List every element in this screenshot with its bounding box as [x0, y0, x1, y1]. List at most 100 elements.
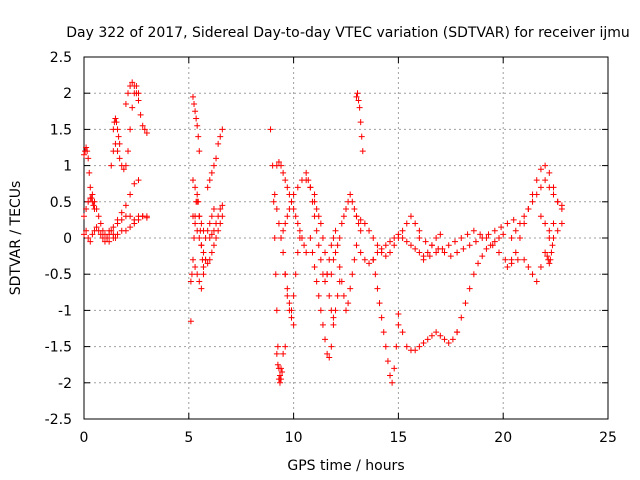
data-point	[129, 104, 136, 111]
data-point	[99, 227, 106, 234]
data-point	[311, 198, 318, 205]
data-point	[521, 213, 528, 220]
data-point	[548, 249, 555, 256]
data-point	[477, 231, 484, 238]
data-point	[200, 249, 207, 256]
data-point	[319, 235, 326, 241]
series-t16b	[420, 227, 521, 267]
data-point	[194, 271, 201, 278]
data-point	[273, 350, 280, 357]
data-point	[122, 202, 129, 209]
data-point	[334, 292, 341, 299]
axis-ticks	[83, 56, 609, 420]
y-tick-label: 2	[63, 86, 72, 102]
data-point	[451, 238, 458, 245]
data-point	[210, 162, 217, 169]
data-point	[206, 177, 213, 184]
data-point	[483, 235, 490, 241]
data-point	[550, 191, 557, 198]
data-point	[189, 213, 196, 220]
data-point	[189, 93, 196, 100]
data-point	[315, 292, 322, 299]
data-point	[330, 314, 337, 321]
data-point	[510, 216, 517, 223]
data-point	[439, 245, 446, 252]
data-point	[382, 343, 389, 350]
series-t5e	[192, 256, 209, 292]
data-point	[317, 220, 324, 227]
data-point	[83, 144, 90, 151]
data-point	[274, 343, 281, 350]
data-point	[424, 249, 431, 256]
data-point	[558, 202, 565, 209]
data-point	[374, 242, 381, 249]
x-tick-labels: 0 5 10 15 20 25	[80, 430, 617, 446]
data-point	[292, 271, 299, 278]
data-point	[345, 300, 352, 307]
data-point	[90, 202, 97, 209]
data-point	[361, 220, 368, 227]
data-point	[106, 227, 113, 234]
data-point	[93, 206, 100, 213]
data-point	[458, 235, 465, 241]
data-point	[193, 115, 200, 122]
y-tick-label: -0.5	[45, 267, 72, 283]
data-point	[307, 184, 314, 191]
data-point	[317, 256, 324, 263]
data-point	[382, 253, 389, 260]
data-point	[122, 101, 129, 108]
data-point	[208, 169, 215, 176]
data-point	[460, 245, 467, 252]
data-point	[191, 235, 198, 241]
data-point	[288, 314, 295, 321]
data-point	[349, 198, 356, 205]
data-point	[466, 285, 473, 292]
data-point	[445, 242, 452, 249]
data-point	[315, 213, 322, 220]
data-point	[271, 235, 278, 241]
data-point	[202, 256, 209, 263]
data-point	[550, 220, 557, 227]
data-point	[87, 195, 94, 202]
data-point	[215, 213, 222, 220]
data-point	[303, 249, 310, 256]
data-point	[376, 300, 383, 307]
series-t22a	[544, 242, 556, 267]
data-point	[194, 198, 201, 205]
series-t1-2b	[110, 115, 123, 147]
y-tick-label: -1	[58, 303, 72, 319]
data-point	[127, 224, 134, 231]
data-point	[358, 133, 365, 140]
data-point	[542, 249, 549, 256]
data-point	[113, 119, 120, 126]
data-point	[387, 372, 394, 379]
x-tick-label: 15	[389, 430, 407, 446]
data-point	[395, 321, 402, 328]
data-point	[533, 278, 540, 285]
data-point	[326, 354, 333, 361]
data-point	[91, 198, 98, 205]
data-point	[213, 220, 220, 227]
data-point	[332, 227, 339, 234]
data-point	[85, 198, 92, 205]
data-point	[403, 238, 410, 245]
data-point	[357, 216, 364, 223]
data-point	[544, 253, 551, 260]
data-point	[420, 339, 427, 346]
data-point	[399, 329, 406, 336]
data-point	[554, 227, 561, 234]
data-point	[353, 242, 360, 249]
data-point	[549, 242, 556, 249]
data-point	[351, 206, 358, 213]
data-point	[192, 184, 199, 191]
data-point	[416, 343, 423, 350]
data-point	[273, 206, 280, 213]
data-point	[330, 256, 337, 263]
data-point	[187, 318, 194, 325]
y-axis-label: SDTVAR / TECUs	[8, 181, 24, 296]
data-point	[389, 379, 396, 386]
series-t2-3	[122, 79, 150, 137]
series-t14a	[370, 256, 402, 386]
